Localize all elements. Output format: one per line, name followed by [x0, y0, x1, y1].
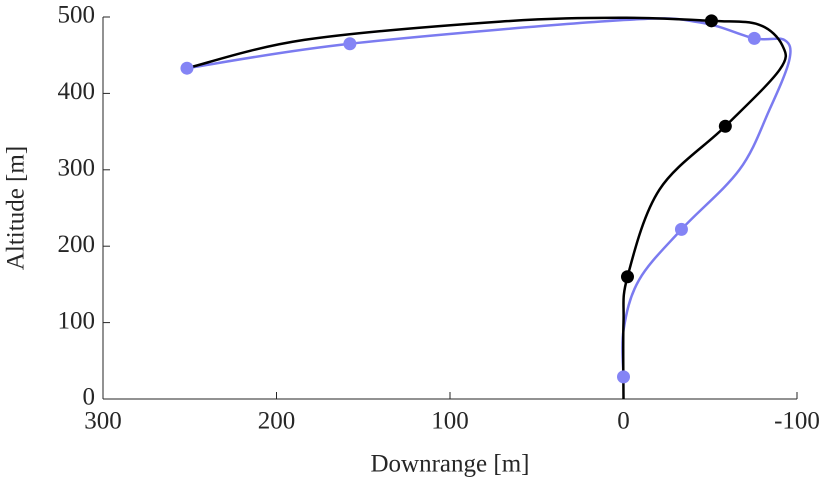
- x-tick-label: 200: [258, 408, 296, 435]
- x-tick-label: -100: [774, 408, 820, 435]
- x-tick-label: 100: [431, 408, 469, 435]
- marker: [343, 37, 357, 51]
- marker: [747, 31, 761, 45]
- y-tick-label: 0: [83, 384, 96, 411]
- marker: [704, 14, 718, 28]
- marker: [620, 270, 634, 284]
- marker: [674, 222, 688, 236]
- x-axis-label: Downrange [m]: [371, 451, 530, 478]
- y-axis-label: Altitude [m]: [3, 146, 30, 270]
- y-tick-label: 200: [58, 231, 96, 258]
- y-tick-label: 100: [58, 307, 96, 334]
- marker: [180, 61, 194, 75]
- y-tick-label: 300: [58, 155, 96, 182]
- x-tick-label: 300: [84, 408, 122, 435]
- x-tick-label: 0: [617, 408, 630, 435]
- marker: [617, 370, 630, 384]
- y-tick-label: 500: [58, 2, 96, 29]
- y-tick-label: 400: [58, 78, 96, 105]
- marker: [718, 119, 732, 133]
- trajectory: [186, 17, 792, 377]
- trajectory: [186, 16, 788, 400]
